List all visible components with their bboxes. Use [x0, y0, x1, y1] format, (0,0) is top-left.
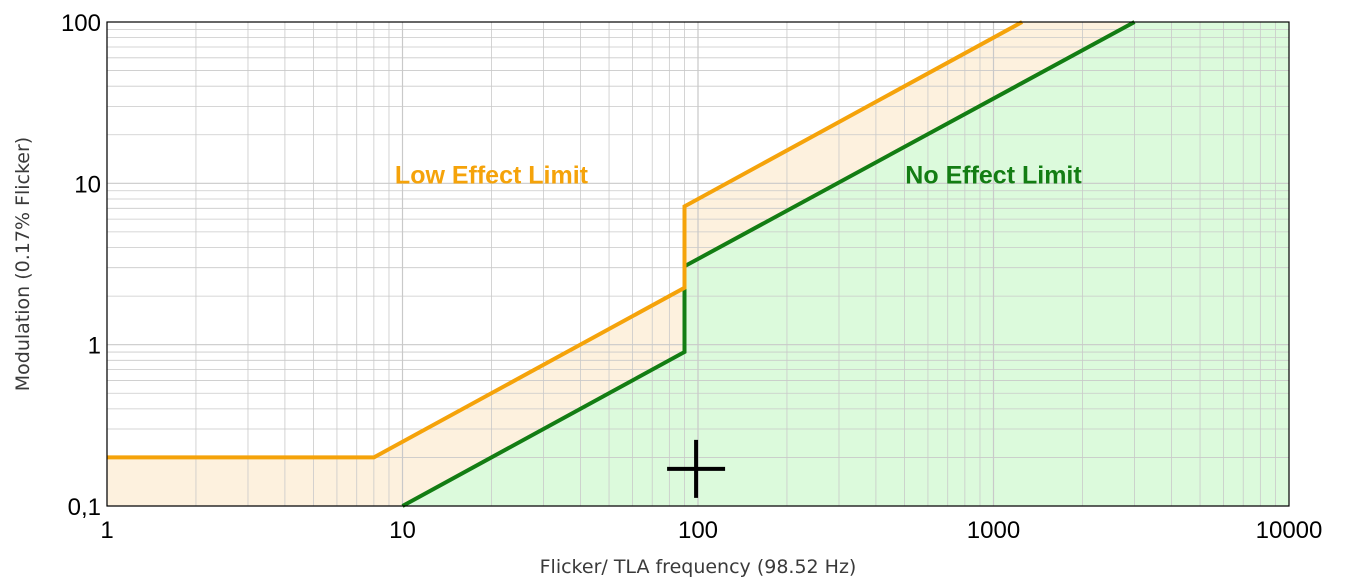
y-tick-label: 0,1	[68, 494, 101, 521]
limit-lines	[107, 20, 1136, 508]
series-annotation: No Effect Limit	[905, 161, 1082, 189]
x-axis-label: Flicker/ TLA frequency (98.52 Hz)	[540, 556, 857, 578]
y-axis-label: Modulation (0.17% Flicker)	[12, 137, 34, 391]
x-tick-label: 100	[678, 517, 718, 544]
series-annotations: Low Effect Limit No Effect Limit	[395, 161, 1082, 189]
x-tick-labels: 1 10 100 1000 10000	[100, 517, 1322, 544]
y-tick-labels: 0,1 1 10 100	[61, 10, 101, 521]
marker-layer	[667, 439, 726, 498]
plot-frame	[106, 21, 1290, 507]
y-tick-label: 1	[88, 333, 101, 360]
limit-line-0	[107, 20, 1024, 460]
series-annotation: Low Effect Limit	[395, 161, 589, 189]
limit-line-1	[401, 20, 1136, 508]
plus-marker	[667, 439, 726, 498]
x-tick-label: 1	[100, 517, 113, 544]
x-tick-label: 10	[389, 517, 416, 544]
x-tick-label: 1000	[967, 517, 1020, 544]
y-tick-label: 100	[61, 10, 101, 37]
y-tick-label: 10	[74, 171, 101, 198]
x-tick-label: 10000	[1256, 517, 1323, 544]
